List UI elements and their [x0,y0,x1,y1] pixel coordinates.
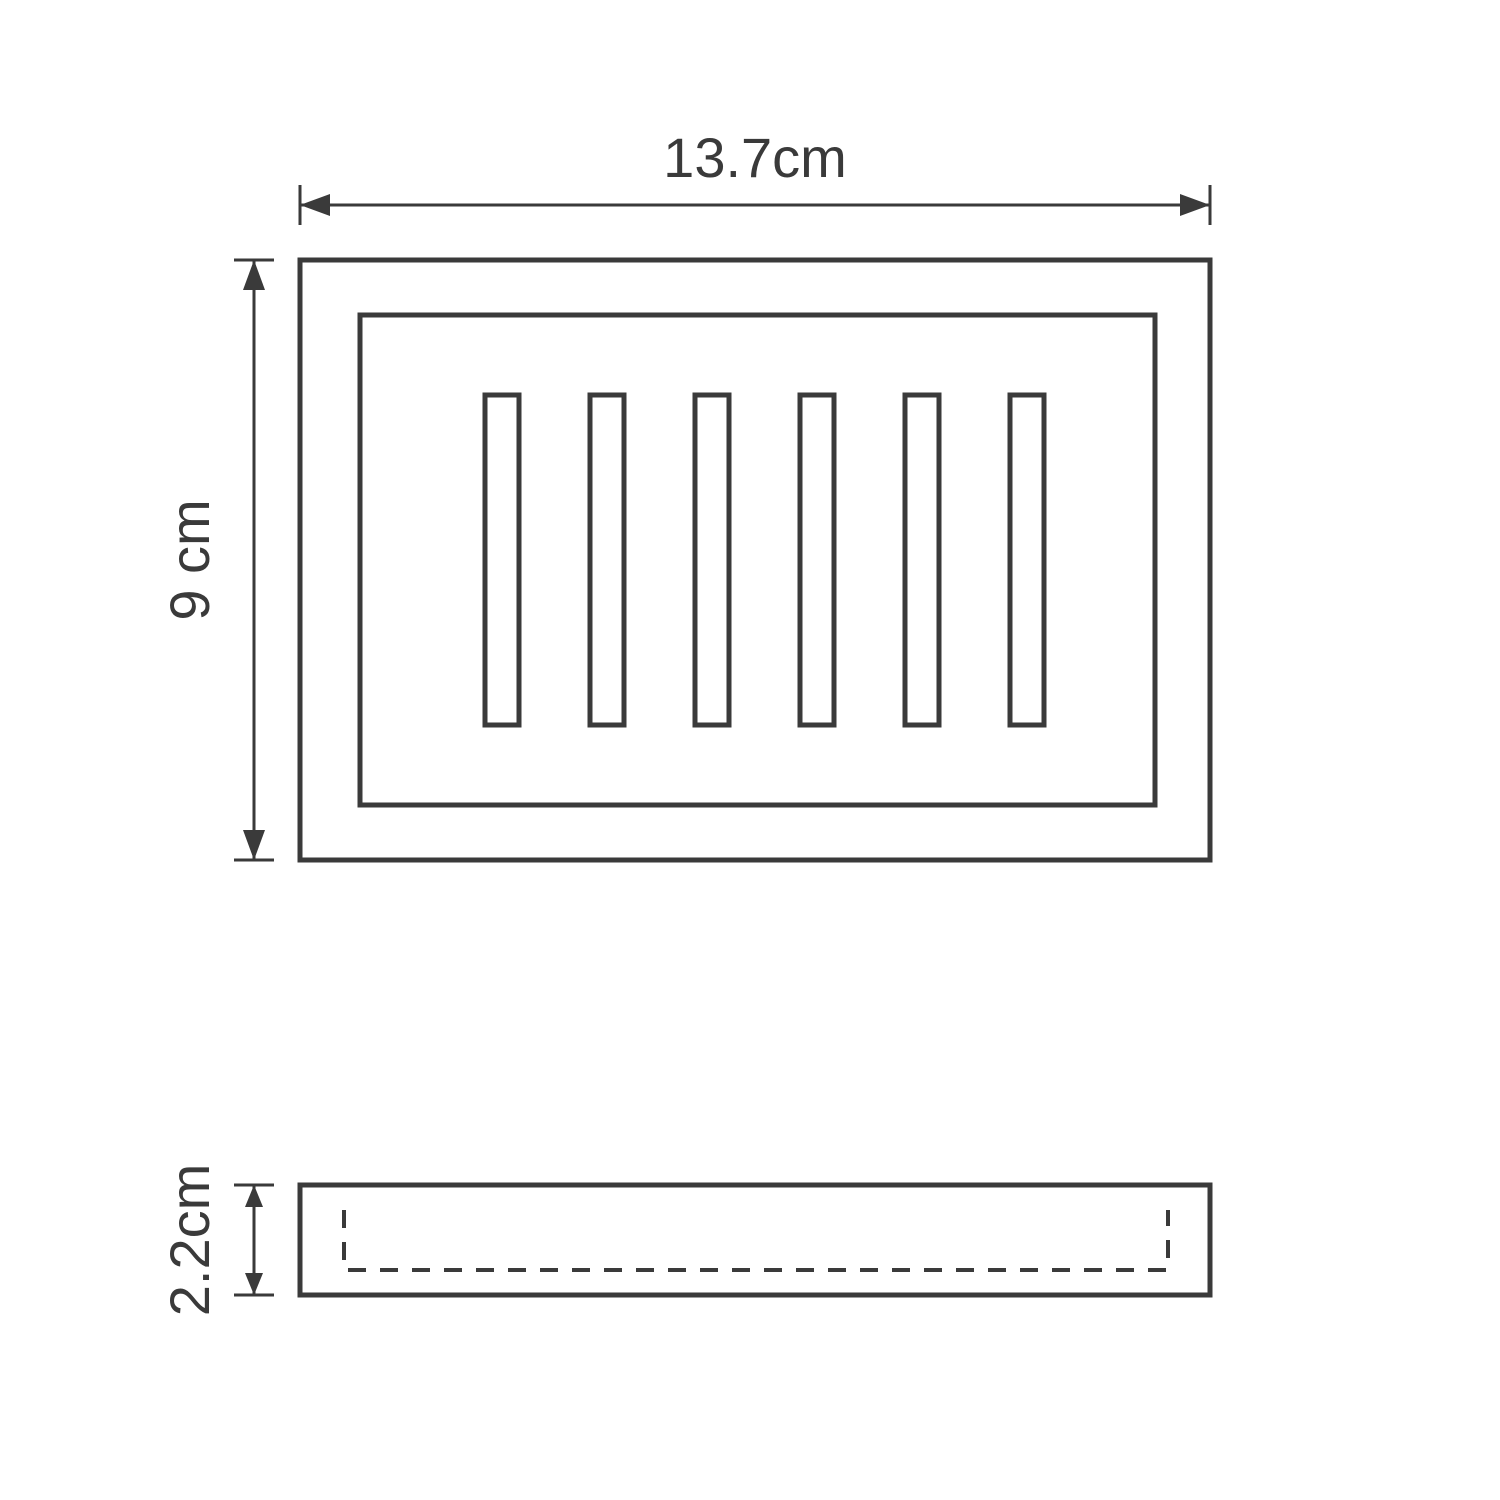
dim-depth-label: 2.2cm [158,1164,221,1317]
drain-slot [1010,395,1044,725]
dim-width-arrow-right [1180,194,1210,216]
drain-slot [905,395,939,725]
side-view-outer-rect [300,1185,1210,1295]
dim-depth-arrow-bottom [245,1273,263,1295]
drain-slot [590,395,624,725]
dim-depth-arrow-top [245,1185,263,1207]
dim-height-arrow-top [243,260,265,290]
dim-width-arrow-left [300,194,330,216]
dim-height-arrow-bottom [243,830,265,860]
side-view-hidden-line [344,1210,1168,1270]
top-view-inner-rect [360,315,1155,805]
drain-slot [695,395,729,725]
drain-slot [800,395,834,725]
top-view-outer-rect [300,260,1210,860]
dim-height-label: 9 cm [158,499,221,620]
dim-width-label: 13.7cm [663,126,847,189]
drain-slot [485,395,519,725]
